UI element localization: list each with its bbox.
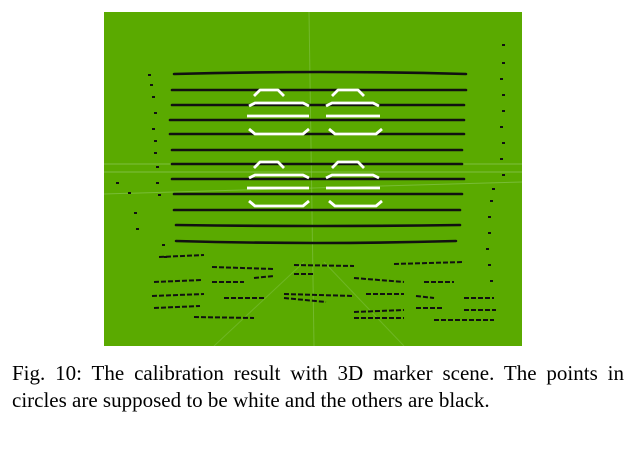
scatter-point bbox=[116, 182, 119, 184]
grid-line bbox=[104, 181, 522, 195]
scatter-point bbox=[500, 126, 503, 128]
lidar-point-cloud bbox=[104, 12, 522, 346]
white-marker-segment bbox=[328, 127, 383, 136]
scan-line bbox=[174, 239, 458, 245]
scatter-point bbox=[134, 212, 137, 214]
ground-scan-segment bbox=[415, 295, 435, 299]
scatter-point bbox=[502, 44, 505, 46]
scatter-point bbox=[488, 264, 491, 266]
white-marker-segment bbox=[248, 173, 310, 180]
ground-scan-segment bbox=[153, 305, 201, 309]
white-marker-segment bbox=[325, 173, 380, 180]
grid-line bbox=[323, 261, 405, 346]
scatter-point bbox=[154, 112, 157, 114]
ground-scan-segment bbox=[153, 279, 203, 283]
calibration-result-figure bbox=[104, 12, 522, 346]
white-marker-segment bbox=[328, 199, 383, 208]
ground-scan-segment bbox=[283, 293, 355, 297]
ground-scan-segment bbox=[193, 316, 255, 319]
scatter-point bbox=[156, 166, 159, 168]
white-marker-segment bbox=[253, 160, 285, 169]
scatter-point bbox=[502, 110, 505, 112]
white-marker-segment bbox=[248, 101, 310, 108]
scatter-point bbox=[490, 200, 493, 202]
ground-scan-segment bbox=[158, 254, 205, 258]
scatter-point bbox=[492, 188, 495, 190]
scatter-point bbox=[150, 84, 153, 86]
scatter-point bbox=[158, 194, 161, 196]
white-marker-segment bbox=[331, 88, 365, 97]
scatter-point bbox=[148, 74, 151, 76]
scatter-point bbox=[488, 216, 491, 218]
white-marker-segment bbox=[325, 101, 380, 108]
ground-scan-segment bbox=[393, 261, 465, 265]
white-marker-segment bbox=[253, 88, 285, 97]
white-marker-segment bbox=[331, 160, 365, 169]
ground-scan-segment bbox=[283, 297, 327, 303]
scatter-point bbox=[490, 280, 493, 282]
ground-scan-segment bbox=[353, 309, 405, 313]
scatter-point bbox=[500, 158, 503, 160]
figure-caption: Fig. 10: The calibration result with 3D … bbox=[12, 361, 624, 412]
scatter-point bbox=[154, 140, 157, 142]
scatter-point bbox=[500, 78, 503, 80]
scatter-point bbox=[152, 96, 155, 98]
ground-scan-segment bbox=[211, 266, 275, 270]
scatter-point bbox=[154, 152, 157, 154]
grid-line bbox=[213, 261, 305, 346]
ground-scan-segment bbox=[353, 277, 405, 283]
ground-scan-segment bbox=[293, 264, 355, 267]
scan-line bbox=[172, 70, 468, 76]
ground-scan-segment bbox=[253, 275, 275, 279]
scatter-point bbox=[502, 94, 505, 96]
scatter-point bbox=[128, 192, 131, 194]
scatter-point bbox=[486, 248, 489, 250]
scatter-point bbox=[488, 232, 491, 234]
white-marker-segment bbox=[248, 127, 310, 136]
scatter-point bbox=[502, 142, 505, 144]
scan-line bbox=[174, 223, 462, 228]
scatter-point bbox=[152, 128, 155, 130]
scatter-point bbox=[136, 228, 139, 230]
scatter-point bbox=[164, 256, 167, 258]
scatter-point bbox=[162, 244, 165, 246]
scatter-point bbox=[502, 174, 505, 176]
scatter-point bbox=[502, 62, 505, 64]
ground-scan-segment bbox=[151, 293, 205, 297]
white-marker-segment bbox=[248, 199, 310, 208]
scatter-point bbox=[156, 182, 159, 184]
